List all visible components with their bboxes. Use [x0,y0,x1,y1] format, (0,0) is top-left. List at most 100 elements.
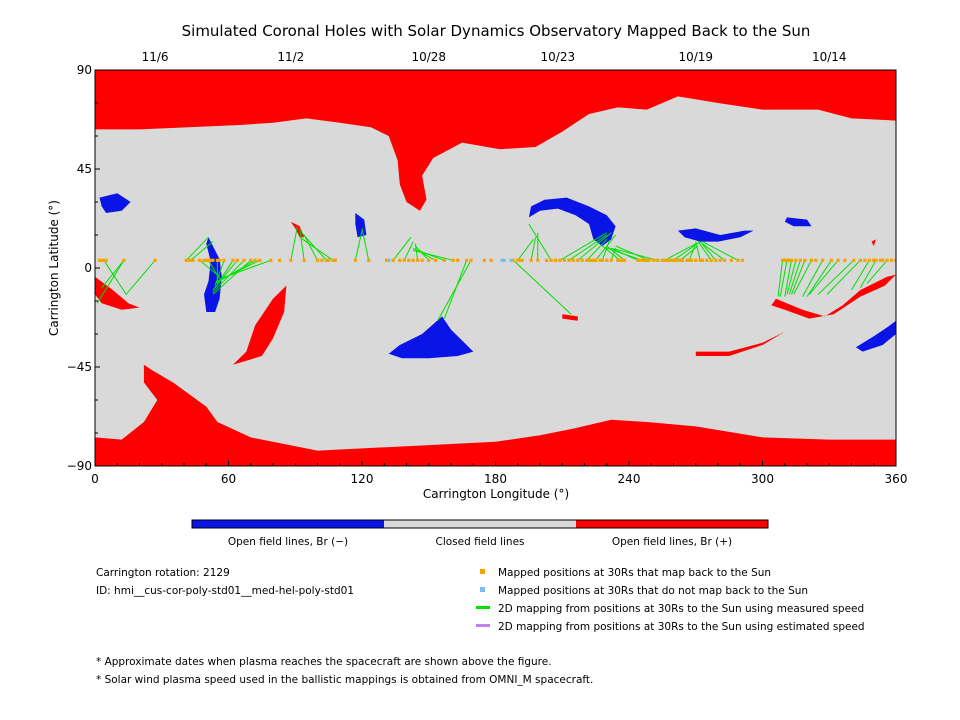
colorbar-positive [576,520,768,528]
mapped-point [709,258,713,262]
mapped-point [558,258,562,262]
mapped-point [324,258,328,262]
mapped-point [867,258,871,262]
mapped-point [100,258,104,262]
measured-mapping-line [601,245,621,261]
mapped-point [433,258,438,262]
mapped-point [189,258,193,262]
date-tick-label: 11/6 [142,50,169,64]
mapped-point [407,258,411,262]
mapped-point [647,258,651,262]
mapped-point [235,258,239,262]
mapped-point [511,258,515,262]
mapped-point [783,258,787,262]
colorbar-label-closed: Closed field lines [435,536,524,548]
mapped-point [104,258,108,262]
mapped-point [549,258,553,262]
mapped-point [587,258,591,262]
mapped-point [736,258,740,262]
measured-mapping-line [779,260,788,297]
mapped-point [878,258,883,262]
mapped-point [809,258,814,262]
mapped-point [520,258,524,262]
mapped-point [269,258,273,262]
measured-mapping-line [354,230,363,261]
mapped-point [640,258,644,262]
mapped-point [222,258,226,262]
measured-mapping-line [695,241,701,261]
y-tick-label: 90 [77,63,92,77]
mapped-point [320,258,324,262]
mapped-point [518,258,522,262]
mapped-point [600,258,604,262]
measured-mapping-line [606,245,625,261]
mapped-point [678,258,682,262]
field-regions [95,70,896,466]
mapped-point [705,258,709,262]
mapped-point [609,258,613,262]
mapped-point [278,258,282,262]
measured-mapping-line [185,236,209,261]
mapped-point [687,258,691,262]
positive-coronal-hole [562,314,578,321]
legend-label: Mapped positions at 30Rs that do not map… [498,585,808,597]
footnote-speed: * Solar wind plasma speed used in the ba… [96,674,593,686]
colorbar-negative [192,520,384,528]
mapped-point [197,258,202,262]
measured-mapping-line [793,260,812,295]
mapped-point [585,258,589,262]
measured-mapping-line [859,260,877,289]
negative-coronal-hole [677,228,754,242]
mapped-point [605,258,609,262]
mapped-point [211,258,215,262]
mapped-point [242,258,246,262]
mapped-point [638,258,642,262]
measured-mapping-line [702,241,739,261]
mapped-point [416,258,420,262]
mapped-point [545,258,549,262]
positive-polar-region-south [95,364,896,466]
measured-mapping-line [290,226,298,261]
mapped-point [885,258,889,262]
measured-mapping-line [699,241,717,261]
mapped-point [576,258,580,262]
mapped-point [889,258,894,262]
mapped-point [729,258,733,262]
measured-mapping-line [214,260,225,286]
measured-mapping-line [679,245,699,261]
mapped-point [102,258,106,262]
measured-mapping-line [788,260,801,295]
mapped-point [442,258,446,262]
mapped-point [331,258,335,262]
positive-coronal-hole [695,331,785,356]
footnote-dates: * Approximate dates when plasma reaches … [96,656,552,668]
mapped-point [580,258,584,262]
y-tick-label: 45 [77,162,92,176]
mapped-point [367,258,371,262]
date-tick-label: 10/28 [411,50,446,64]
mapped-point [651,258,656,262]
y-tick-label: 0 [84,261,92,275]
mapped-point [836,258,840,262]
mapped-point [674,258,678,262]
measured-mapping-line [299,228,305,261]
unmapped-point [509,258,513,262]
mapped-point [785,258,789,262]
measured-mapping-line [606,247,643,261]
mapped-point [598,258,602,262]
mapped-point [694,258,698,262]
measured-mapping-line [303,234,318,261]
measured-mapping-line [702,243,725,261]
mapped-point [689,258,693,262]
mapped-point [469,258,473,262]
x-tick-label: 0 [91,472,99,486]
mapped-point [411,258,415,262]
mapped-point [852,258,856,262]
mapped-point [249,258,253,262]
colorbar-label-negative: Open field lines, Br (−) [228,536,348,548]
date-tick-label: 10/14 [812,50,847,64]
measured-mapping-line [530,237,537,261]
measured-mapping-line [802,260,824,297]
mapped-point [636,258,640,262]
x-tick-label: 60 [221,472,236,486]
